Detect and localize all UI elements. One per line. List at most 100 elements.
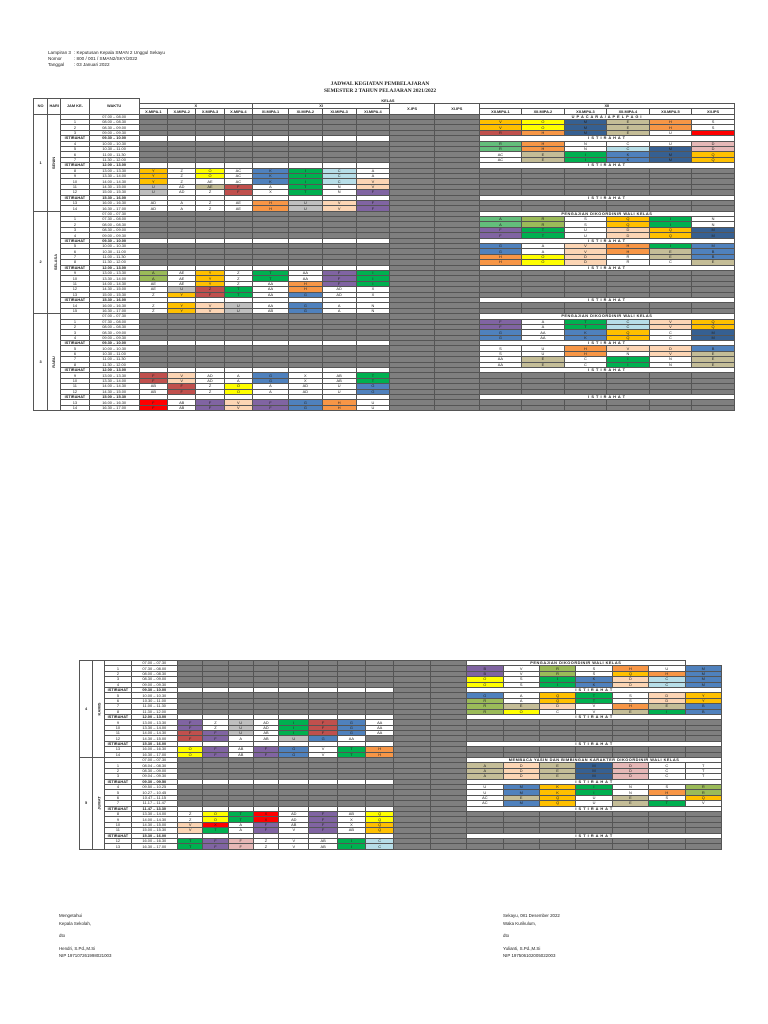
day-name: SENIN bbox=[47, 113, 62, 212]
day-number: 4 bbox=[78, 659, 94, 759]
schedule-row: 4 09.50 – 10.25 U M K I N S R bbox=[80, 783, 722, 791]
class-header: XI.IPS bbox=[433, 102, 480, 115]
day-name-label: KAMIS bbox=[96, 702, 102, 716]
schedule-row: 12 15.00 – 15.30 U AD Z F X T N F bbox=[34, 189, 735, 196]
schedule-row: 14 16.30 – 17.00 F AB F V F G H U bbox=[34, 404, 735, 412]
empty-slot bbox=[429, 843, 468, 850]
schedule-row: 6 10.47 – 11.15 AC E Q U E S Q bbox=[80, 794, 722, 802]
schedule-row: 7 11.00 – 11.30 R E D V H E B bbox=[80, 703, 722, 710]
jam-ke: ISTIRAHAT bbox=[60, 194, 90, 201]
break-row: ISTIRAHAT 15.30 – 16.00 I S T I R A H A T bbox=[80, 832, 722, 839]
schedule-row: 3 08.30 – 09.00 G AA K Q C M bbox=[34, 329, 735, 336]
schedule-row: 5 10.30 – 11.00 R H N C M D bbox=[34, 145, 735, 153]
sign-right-line3: dto bbox=[503, 933, 510, 938]
break-row: ISTIRAHAT 09.30 – 10.00 I S T I R A H A T bbox=[80, 686, 722, 694]
empty-slot bbox=[433, 404, 480, 412]
schedule-row: 3 08.30 – 09.00 F T U D Q M bbox=[34, 226, 735, 234]
day-name-label: SENIN bbox=[51, 156, 57, 169]
schedule-row: 9 14.00 – 14.30 Z O T X AD F X Q bbox=[80, 816, 722, 823]
schedule-row: 8 11.30 – 12.00 R O C V E I B bbox=[80, 708, 722, 715]
subject-cell: Z bbox=[252, 843, 280, 850]
break-row: ISTIRAHAT 11.47 – 13.30 I S T I R A H A T bbox=[80, 805, 722, 812]
schedule-row: 6 10.30 – 11.00 S U H N V E bbox=[34, 350, 735, 358]
sign-right-line1: Sekayu, 081 Desember 2022 bbox=[503, 913, 560, 918]
jam-ke: ISTIRAHAT bbox=[60, 296, 90, 304]
empty-slot bbox=[563, 404, 608, 412]
schedule-row: 1 07.30 – 08.00 A R S Q I N bbox=[34, 216, 735, 223]
schedule-row: 11 14.00 – 14.30 AE AE Y Z AA H F I bbox=[34, 280, 735, 288]
empty-slot bbox=[502, 843, 540, 850]
empty-slot bbox=[521, 404, 565, 412]
jam-ke: ISTIRAHAT bbox=[60, 237, 90, 245]
schedule-row: 10 13.30 – 14.00 F Z U AD I F G AA bbox=[80, 724, 722, 732]
jam-ke: ISTIRAHAT bbox=[60, 340, 90, 347]
sign-right-name: Yulianti, S.Pd.,M.Si bbox=[503, 945, 541, 951]
schedule-row: 2 08.00 – 08.30 F A T C V Q bbox=[34, 323, 735, 331]
schedule-row: 13 16.00 – 16.30 O F AB F G V T H bbox=[80, 746, 722, 753]
subject-cell: AB bbox=[167, 404, 197, 412]
tanggal-value: : 03 Januari 2022 bbox=[74, 62, 110, 67]
schedule-row: 5 10.27 – 10.45 U M K I N H R bbox=[80, 789, 722, 796]
subject-cell: F bbox=[195, 404, 225, 412]
col-hari: HARI bbox=[47, 98, 62, 115]
col-jam: JAM KE- bbox=[60, 98, 90, 115]
document-title: JADWAL KEGIATAN PEMBELAJARAN SEMESTER 2 … bbox=[200, 81, 560, 95]
jam-ke: 14 bbox=[60, 404, 90, 412]
class-header: X.IPS bbox=[389, 102, 435, 115]
schedule-row: 2 08.30 – 09.00 A D E M D C T bbox=[80, 767, 722, 775]
empty-slot bbox=[478, 404, 523, 412]
jam-ke: ISTIRAHAT bbox=[60, 393, 90, 401]
signature-left: Mengetahui Kepala Sekolah, dto Hendri, S… bbox=[59, 912, 111, 960]
col-waktu: WAKTU bbox=[88, 98, 140, 115]
jam-ke: ISTIRAHAT bbox=[60, 264, 90, 272]
lampiran-value: : Keputusan Kepala SMAN 2 Unggul Sekayu bbox=[74, 50, 165, 55]
sign-left-line2: Kepala Sekolah, bbox=[59, 920, 91, 926]
schedule-row: 9 13.30 – 14.00 Y Z O AC K I C A bbox=[34, 172, 735, 180]
schedule-row: 2 08.00 – 08.30 A R S Q I N bbox=[34, 221, 735, 228]
schedule-row: 12 14.30 – 15.00 AB F Z O A AD U G bbox=[34, 388, 735, 396]
col-kelas: KELAS bbox=[139, 98, 735, 104]
subject-cell: AB bbox=[308, 843, 338, 850]
nomor-value: : 800 / 001 / SMAN2/SKY/2022 bbox=[74, 56, 138, 61]
empty-slot bbox=[389, 404, 435, 412]
subject-cell: F bbox=[138, 404, 169, 412]
schedule-table-bottom: 4 KAMIS 07.00 – 07.30 PENGAJIAN DIKOORDINIR… bbox=[78, 659, 722, 850]
subject-cell: T bbox=[177, 843, 204, 850]
document-meta: Lampiran 3: Keputusan Kepala SMAN 2 Ungg… bbox=[48, 50, 165, 68]
empty-slot bbox=[648, 843, 686, 850]
sign-left-name: Hendri, S.Pd.,M.Si bbox=[59, 945, 96, 951]
schedule-row: 5 10.00 – 10.30 S U H V D B bbox=[34, 345, 735, 352]
schedule-row: 7 11.30 – 12.00 AC E I K M Q bbox=[34, 156, 735, 164]
subject-cell: I bbox=[336, 843, 367, 850]
jam-ke: ISTIRAHAT bbox=[60, 135, 90, 142]
schedule-row: 13 16.00 – 16.30 AD A Z AE H U V F bbox=[34, 199, 735, 207]
schedule-row: 8 11.30 – 12.00 AA E C I N E bbox=[34, 361, 735, 369]
schedule-table-top: NO HARI JAM KE- WAKTU KELAS X XI X.IPS X… bbox=[32, 98, 736, 412]
day-name-label: SELASA bbox=[53, 254, 59, 271]
jam-ke: ISTIRAHAT bbox=[104, 740, 132, 748]
empty-slot bbox=[684, 843, 722, 850]
jam-ke: ISTIRAHAT bbox=[104, 778, 132, 786]
jam-ke: ISTIRAHAT bbox=[104, 713, 132, 721]
schedule-row: 4 09.00 – 09.30 G AA K Q C M bbox=[34, 334, 735, 342]
jam-ke: ISTIRAHAT bbox=[60, 162, 90, 169]
schedule-row: 11 15.00 – 15.30 V T A F V F AB Q bbox=[80, 827, 722, 834]
subject-cell: F bbox=[202, 843, 229, 850]
day-number: 5 bbox=[78, 757, 94, 850]
schedule-row: 9 13.00 – 13.30 F Z U AD I F G AA bbox=[80, 719, 722, 726]
break-row: ISTIRAHAT 15.30 – 16.00 I S T I R A H A T bbox=[34, 296, 736, 304]
schedule-row: 1 07.30 – 08.00 F A T C V Q bbox=[34, 318, 735, 325]
sign-left-line1: Mengetahui bbox=[59, 913, 82, 918]
break-row: ISTIRAHAT 12.00 – 13.00 I S T I R A H A T bbox=[80, 713, 722, 721]
subject-cell: U bbox=[355, 404, 391, 412]
schedule-row: 10 14.00 – 14.30 Y Z AE AC K I C V bbox=[34, 178, 735, 185]
jam-ke: 13 bbox=[104, 843, 132, 850]
schedule-row: 9 13.00 – 13.30 F V AD A G X AB T bbox=[34, 372, 735, 379]
col-no: NO bbox=[32, 98, 49, 115]
subject-cell: C bbox=[365, 843, 395, 850]
sign-right-nip: NIP 197506102005022003 bbox=[503, 953, 556, 958]
day-name-label: RABU bbox=[51, 356, 57, 368]
tanggal-label: Tanggal bbox=[48, 62, 65, 67]
schedule-row: 12 16.00 – 16.30 T F F Z V AB I C bbox=[80, 837, 722, 845]
day-number: 1 bbox=[32, 113, 49, 212]
